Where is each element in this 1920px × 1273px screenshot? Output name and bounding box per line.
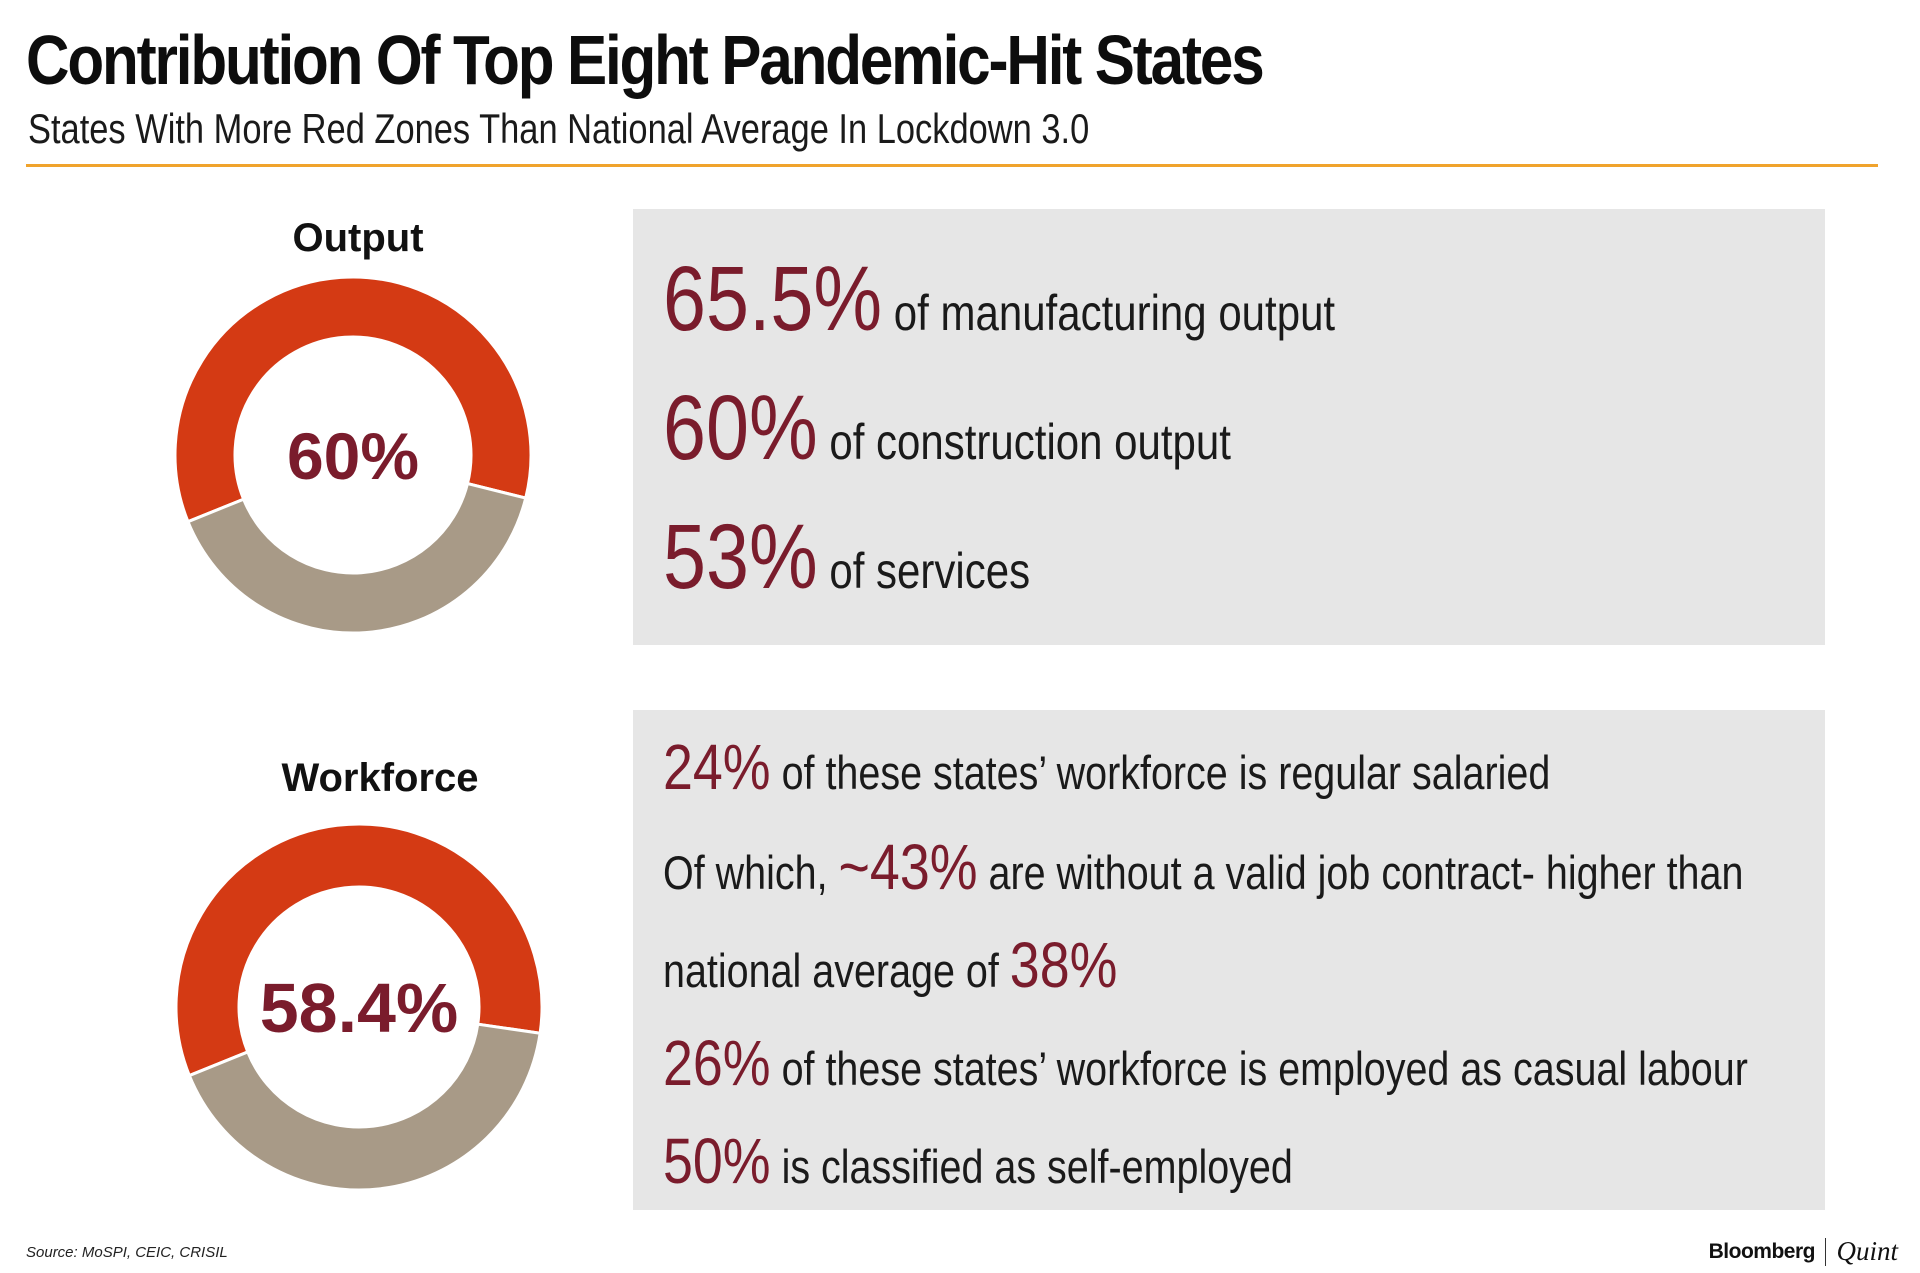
source-note: Source: MoSPI, CEIC, CRISIL [26,1244,228,1261]
stat-value: 50% [663,1125,771,1197]
job-contract-stat: Of which, ~43% are without a valid job c… [663,830,1743,904]
brand-logo: Bloomberg Quint [1709,1236,1898,1267]
donut-slice-rest [187,1022,542,1192]
output-donut-chart: 60% [173,275,533,635]
manufacturing-output-stat: 65.5% of manufacturing output [663,247,1335,352]
stat-value: 53% [663,506,818,608]
stat-value: 26% [663,1027,771,1099]
donut-center-label: 58.4% [260,969,458,1047]
stat-text: of services [817,543,1031,599]
casual-labour-stat: 26% of these states’ workforce is employ… [663,1026,1748,1100]
output-stats-panel: 65.5% of manufacturing output 60% of con… [633,209,1825,645]
brand-separator [1824,1237,1827,1266]
stat-prefix: Of which, [663,846,839,899]
workforce-stats-panel: 24% of these states’ workforce is regula… [633,710,1825,1210]
self-employed-stat: 50% is classified as self-employed [663,1124,1293,1198]
national-average-stat: national average of 38% [663,928,1117,1002]
stat-text: of construction output [817,414,1231,470]
output-donut-title: Output [292,216,424,260]
workforce-donut-title: Workforce [281,756,479,800]
stat-text: of manufacturing output [882,285,1336,341]
construction-output-stat: 60% of construction output [663,376,1231,481]
regular-salaried-stat: 24% of these states’ workforce is regula… [663,730,1550,804]
donut-slice-rest [186,481,528,635]
stat-value: 24% [663,731,771,803]
services-stat: 53% of services [663,505,1030,610]
donut-slice-share [173,275,533,524]
stat-text: of these states’ workforce is regular sa… [770,746,1551,799]
stat-text: of these states’ workforce is employed a… [770,1042,1748,1095]
title-divider [26,164,1878,167]
brand-name-primary: Bloomberg [1708,1239,1816,1263]
stat-value: 65.5% [663,248,883,350]
donut-center-label: 60% [287,419,419,493]
stat-value: 38% [1009,929,1118,1001]
stat-prefix: national average of [663,944,1010,997]
chart-subtitle: States With More Red Zones Than National… [28,105,1090,152]
chart-title: Contribution Of Top Eight Pandemic-Hit S… [26,21,1265,99]
stat-text: are without a valid job contract- higher… [977,846,1744,899]
donut-slice-share [174,822,544,1078]
stat-text: is classified as self-employed [770,1140,1293,1193]
stat-value: 60% [663,377,818,479]
stat-value: ~43% [838,831,978,903]
workforce-donut-chart: 58.4% [174,822,544,1192]
brand-name-secondary: Quint [1836,1236,1898,1266]
